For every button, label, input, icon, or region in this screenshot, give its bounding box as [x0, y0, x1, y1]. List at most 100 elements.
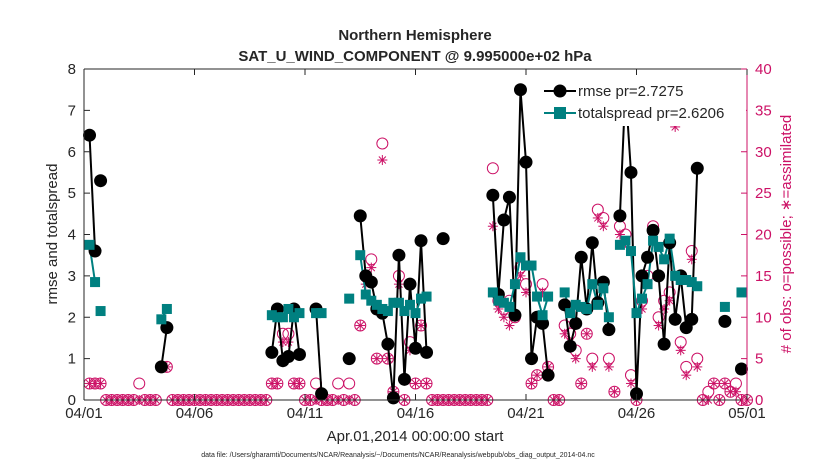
- asterisk-stroke: [367, 263, 376, 272]
- rmse-point: [502, 190, 516, 204]
- rmse-point: [558, 298, 572, 312]
- asterisk-stroke: [378, 156, 387, 164]
- assimilated-obs-point: [686, 254, 697, 265]
- asterisk-stroke: [709, 379, 718, 388]
- asterisk-stroke: [593, 214, 602, 222]
- spread-point: [288, 312, 299, 323]
- rmse-point: [585, 236, 599, 250]
- x-tick-label: 04/01: [65, 405, 103, 422]
- spread-point: [537, 310, 548, 321]
- chart-title-line2: SAT_U_WIND_COMPONENT @ 9.995000e+02 hPa: [238, 48, 592, 65]
- spread-point: [416, 293, 427, 304]
- assimilated-obs-point: [592, 212, 603, 223]
- asterisk-stroke: [91, 379, 99, 388]
- asterisk-stroke: [295, 379, 304, 388]
- spread-point: [316, 308, 327, 319]
- asterisk-stroke: [605, 363, 613, 371]
- assimilated-obs-point: [272, 378, 283, 389]
- spread-point: [360, 289, 371, 300]
- spread-point: [311, 308, 322, 319]
- spread-point: [410, 308, 421, 319]
- y-right-tick-label: 40: [755, 61, 772, 78]
- assimilated-obs-point: [487, 221, 498, 232]
- spread-point: [382, 306, 393, 317]
- assimilated-obs-point: [283, 337, 294, 348]
- rmse-point: [613, 209, 627, 223]
- rmse-point: [508, 308, 522, 322]
- possible-obs-point: [420, 377, 433, 390]
- rmse-point: [525, 352, 539, 366]
- asterisk-stroke: [372, 354, 381, 363]
- rmse-point: [602, 323, 616, 337]
- spread-point: [421, 291, 432, 302]
- tick-labels: 04/01 04/06 04/11 04/16 04/21 04/26 05/0101234…: [65, 61, 771, 422]
- spread-point: [719, 301, 730, 312]
- asterisk-stroke: [599, 222, 608, 231]
- rmse-point: [668, 312, 682, 326]
- rmse-point: [420, 345, 434, 359]
- spread-point: [283, 303, 294, 314]
- asterisk-stroke: [588, 363, 597, 371]
- rmse-point: [536, 316, 550, 330]
- spread-point: [498, 297, 509, 308]
- spread-point: [637, 293, 648, 304]
- possible-obs-point: [376, 137, 389, 150]
- spread-point: [565, 308, 576, 319]
- spread-point: [90, 277, 101, 288]
- spread-point: [294, 308, 305, 319]
- rmse-point: [364, 275, 378, 289]
- rmse-point: [624, 165, 638, 179]
- y-left-tick-label: 2: [68, 309, 76, 326]
- rmse-line-segment: [88, 135, 97, 252]
- rmse-point: [486, 188, 500, 202]
- asterisk-stroke: [516, 272, 525, 280]
- y-left-tick-label: 4: [68, 227, 76, 244]
- asterisk-stroke: [654, 321, 663, 330]
- x-tick-label: 04/06: [176, 405, 214, 422]
- possible-obs-point: [133, 377, 146, 390]
- assimilated-obs-point: [570, 353, 581, 364]
- assimilated-obs-point: [609, 386, 620, 397]
- assimilated-obs-point: [576, 378, 587, 389]
- assimilated-obs-point: [708, 378, 719, 389]
- asterisk-stroke: [577, 379, 586, 388]
- spread-point: [95, 306, 106, 317]
- asterisk-stroke: [560, 329, 569, 338]
- spread-point: [266, 310, 277, 321]
- spread-point: [515, 252, 526, 263]
- spread-point: [156, 314, 167, 325]
- asterisk-stroke: [384, 354, 392, 363]
- asterisk-stroke: [527, 379, 536, 388]
- y-left-tick-label: 6: [68, 144, 76, 161]
- spread-point: [692, 281, 703, 292]
- rmse-point: [690, 161, 704, 175]
- spread-point: [393, 297, 404, 308]
- assimilated-obs-point: [294, 378, 305, 389]
- rmse-point: [652, 269, 666, 283]
- asterisk-stroke: [505, 321, 514, 330]
- spread-point: [570, 299, 581, 310]
- asterisk-stroke: [732, 387, 740, 396]
- rmse-point: [569, 316, 583, 330]
- spread-point: [581, 303, 592, 314]
- assimilated-obs-point: [382, 353, 393, 364]
- asterisk-stroke: [267, 379, 276, 388]
- spread-point: [371, 299, 382, 310]
- spread-point: [603, 312, 614, 323]
- asterisk-stroke: [273, 379, 282, 388]
- spread-point: [736, 287, 747, 298]
- spread-point: [670, 270, 681, 281]
- y-left-tick-label: 3: [68, 268, 76, 285]
- spread-point: [355, 250, 366, 261]
- x-tick-label: 04/16: [397, 405, 435, 422]
- rmse-point: [397, 372, 411, 386]
- possible-obs-point: [343, 377, 356, 390]
- spread-point: [487, 287, 498, 298]
- rmse-point: [497, 213, 511, 227]
- spread-point: [543, 291, 554, 302]
- asterisk-stroke: [395, 280, 403, 289]
- rmse-point: [646, 223, 660, 237]
- rmse-point: [342, 352, 356, 366]
- spread-point: [664, 233, 675, 244]
